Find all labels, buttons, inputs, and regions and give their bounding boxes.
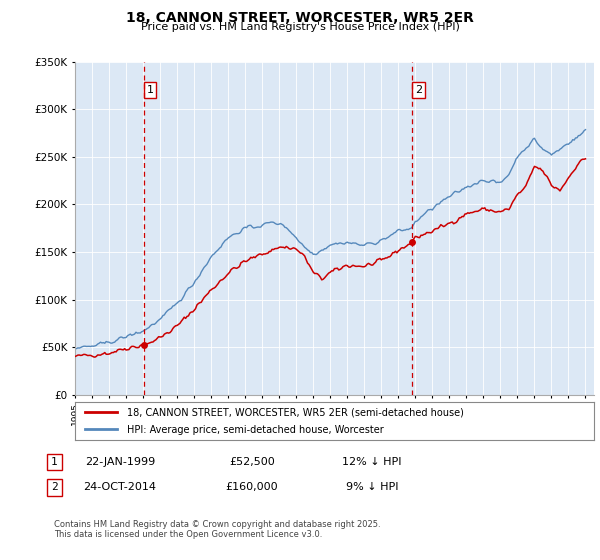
Text: HPI: Average price, semi-detached house, Worcester: HPI: Average price, semi-detached house,… xyxy=(127,424,383,435)
Text: Contains HM Land Registry data © Crown copyright and database right 2025.
This d: Contains HM Land Registry data © Crown c… xyxy=(54,520,380,539)
Text: 2: 2 xyxy=(50,482,58,492)
Text: £160,000: £160,000 xyxy=(226,482,278,492)
Text: 12% ↓ HPI: 12% ↓ HPI xyxy=(342,457,402,467)
Text: 1: 1 xyxy=(50,457,58,467)
Text: 9% ↓ HPI: 9% ↓ HPI xyxy=(346,482,398,492)
Text: Price paid vs. HM Land Registry's House Price Index (HPI): Price paid vs. HM Land Registry's House … xyxy=(140,22,460,32)
Text: £52,500: £52,500 xyxy=(229,457,275,467)
Text: 18, CANNON STREET, WORCESTER, WR5 2ER: 18, CANNON STREET, WORCESTER, WR5 2ER xyxy=(126,11,474,25)
Text: 1: 1 xyxy=(146,85,154,95)
Text: 22-JAN-1999: 22-JAN-1999 xyxy=(85,457,155,467)
Text: 18, CANNON STREET, WORCESTER, WR5 2ER (semi-detached house): 18, CANNON STREET, WORCESTER, WR5 2ER (s… xyxy=(127,408,464,418)
Text: 24-OCT-2014: 24-OCT-2014 xyxy=(83,482,157,492)
Text: 2: 2 xyxy=(415,85,422,95)
